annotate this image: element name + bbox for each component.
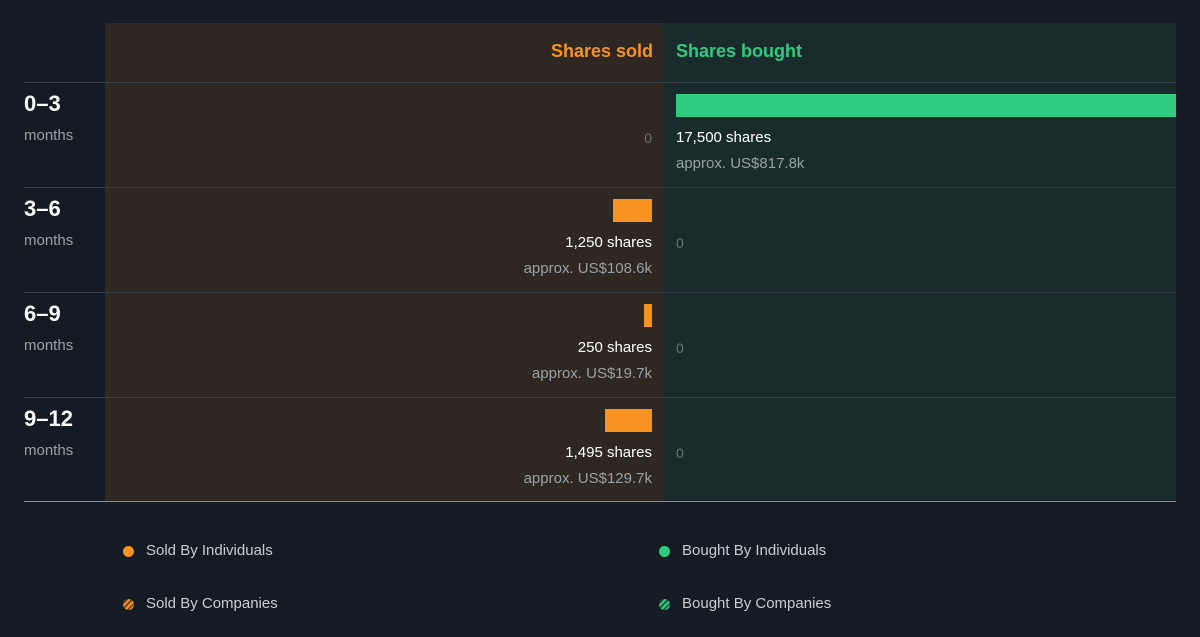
bought-zero-label: 0 xyxy=(676,235,684,251)
chart-row: 0–3 months 0 17,500 shares approx. US$817.8k xyxy=(0,83,1200,188)
green-striped-dot-icon xyxy=(659,598,670,610)
chart-row: 6–9 months 250 shares approx. US$19.7k 0 xyxy=(0,293,1200,398)
sold-shares-label: 1,495 shares xyxy=(565,444,652,461)
sold-zero-label: 0 xyxy=(644,130,652,146)
sold-shares-label: 250 shares xyxy=(577,339,652,356)
legend-label: Sold By Companies xyxy=(146,595,278,612)
insider-trading-chart: Shares sold Shares bought 0–3 months 0 17,5… xyxy=(0,23,1200,503)
row-divider xyxy=(24,292,1176,293)
bought-value-label: approx. US$817.8k xyxy=(676,155,805,172)
sold-bar xyxy=(605,409,652,432)
shares-sold-header: Shares sold xyxy=(550,41,653,61)
legend-sold-by-companies: Sold By Companies xyxy=(123,595,278,613)
row-divider xyxy=(24,82,1176,83)
period-label: 0–3 xyxy=(24,91,61,116)
sold-value-label: approx. US$108.6k xyxy=(523,260,652,277)
sold-value-label: approx. US$19.7k xyxy=(531,365,652,382)
bought-zero-label: 0 xyxy=(676,340,684,356)
chart-baseline xyxy=(24,501,1176,502)
period-unit: months xyxy=(24,127,74,144)
period-unit: months xyxy=(24,442,74,459)
period-label: 3–6 xyxy=(24,196,61,221)
legend-bought-by-companies: Bought By Companies xyxy=(659,595,831,613)
period-unit: months xyxy=(24,232,74,249)
bought-bar xyxy=(676,94,1176,117)
sold-bar xyxy=(613,199,652,222)
legend-bought-by-individuals: Bought By Individuals xyxy=(659,542,826,560)
legend-label: Bought By Companies xyxy=(682,595,832,612)
chart-row: 9–12 months 1,495 shares approx. US$129.7k 0 xyxy=(0,398,1200,503)
row-divider xyxy=(24,397,1176,398)
bought-shares-label: 17,500 shares xyxy=(676,129,772,146)
orange-striped-dot-icon xyxy=(123,598,134,610)
legend-label: Sold By Individuals xyxy=(146,542,273,559)
sold-value-label: approx. US$129.7k xyxy=(523,470,652,487)
period-label: 9–12 xyxy=(24,406,73,431)
sold-shares-label: 1,250 shares xyxy=(565,234,652,251)
green-dot-icon xyxy=(659,545,670,557)
legend-sold-by-individuals: Sold By Individuals xyxy=(123,542,273,560)
row-divider xyxy=(24,187,1176,188)
chart-row: 3–6 months 1,250 shares approx. US$108.6k 0 xyxy=(0,188,1200,293)
shares-sold-panel xyxy=(105,23,664,501)
orange-dot-icon xyxy=(123,545,134,557)
bought-zero-label: 0 xyxy=(676,445,684,461)
period-label: 6–9 xyxy=(24,301,61,326)
period-unit: months xyxy=(24,337,74,354)
legend-label: Bought By Individuals xyxy=(682,542,827,559)
shares-bought-header: Shares bought xyxy=(676,41,803,61)
sold-bar xyxy=(644,304,652,327)
